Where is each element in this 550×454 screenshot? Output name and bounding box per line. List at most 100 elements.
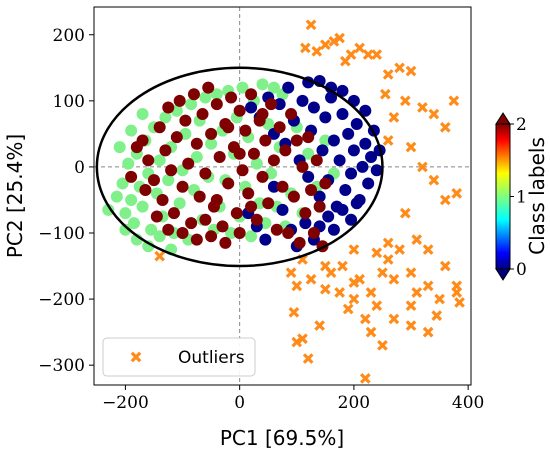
outlier-point [422,244,434,255]
colorbar-extend-bottom [495,268,511,281]
outlier-point [388,112,400,123]
outlier-point [439,260,451,272]
data-point-class-1 [122,157,135,170]
data-point-class-2 [233,104,246,117]
outlier-point [354,273,365,285]
plot-frame [93,6,472,386]
data-point-class-1 [142,240,155,253]
data-point-class-2 [245,88,258,101]
data-point-class-2 [153,121,166,134]
data-point-class-1 [125,124,138,137]
data-point-class-0 [322,210,335,223]
data-point-class-2 [233,227,246,240]
y-tick-label: 100 [53,92,85,112]
data-point-class-2 [173,94,186,107]
outlier-point [320,39,331,50]
data-point-class-1 [245,230,258,243]
legend: Outliers [102,337,256,377]
data-point-class-2 [196,108,209,121]
data-point-class-0 [365,151,378,164]
outlier-point [297,333,308,345]
x-axis-title: PC1 [69.5%] [220,426,344,450]
data-point-class-2 [167,207,180,220]
data-point-class-1 [110,190,123,203]
data-point-class-2 [296,160,309,173]
y-tick-label: −200 [38,290,85,310]
data-point-class-2 [159,144,172,157]
outlier-point [394,244,405,255]
x-tick-label: 400 [452,393,484,413]
outlier-point [411,234,423,245]
data-point-class-2 [285,108,298,121]
data-point-class-0 [362,177,375,190]
colorbar-gradient [495,123,511,270]
data-point-class-0 [245,101,258,114]
data-point-class-1 [153,154,166,167]
data-point-class-2 [265,98,278,111]
outlier-point [300,42,311,54]
data-point-class-1 [116,177,129,190]
legend-box [102,337,256,377]
outlier-point [411,287,423,298]
data-point-class-2 [230,207,243,220]
data-point-class-2 [147,174,160,187]
data-point-class-2 [256,170,269,183]
outlier-point [428,108,440,120]
data-point-class-2 [210,98,223,111]
data-point-class-1 [199,91,212,104]
data-point-class-1 [159,111,172,124]
outlier-point [371,247,383,259]
data-point-class-1 [145,223,158,236]
data-point-class-1 [250,157,263,170]
legend-outlier-x-icon [130,351,142,363]
data-point-class-0 [345,167,358,180]
data-point-class-1 [136,108,149,121]
outlier-point [365,326,377,338]
outlier-point [325,267,337,278]
y-axis-title: PC2 [25.4%] [3,134,27,258]
data-point-class-2 [139,184,152,197]
outlier-point [348,293,360,305]
outlier-point [382,237,394,249]
data-point-class-0 [347,144,360,157]
outlier-point [422,326,434,338]
outlier-point [388,273,400,285]
outlier-point [399,95,411,107]
data-point-class-1 [319,134,332,147]
data-point-class-2 [216,220,229,233]
outlier-point [314,320,325,331]
data-point-class-0 [350,117,363,130]
data-point-class-0 [333,154,346,167]
colorbar-ticks: 0 1 2 [510,115,527,280]
data-point-class-2 [202,81,215,94]
outlier-point [451,188,463,199]
outlier-point [405,320,417,331]
data-point-class-2 [239,124,252,137]
outlier-point [371,300,383,312]
data-point-class-2 [162,223,175,236]
data-point-class-2 [205,127,218,140]
data-point-class-2 [213,151,226,164]
outlier-point [354,42,365,54]
outlier-point [439,194,451,206]
data-point-class-0 [339,184,352,197]
outlier-point [451,280,463,292]
data-point-class-1 [173,197,186,210]
data-point-class-1 [267,81,280,94]
data-point-class-0 [327,134,340,147]
data-point-class-1 [162,174,175,187]
outlier-point [291,280,303,292]
data-point-class-0 [267,180,280,193]
outlier-point [359,373,371,384]
data-point-class-2 [262,197,275,210]
outlier-point [379,88,391,100]
x-tick-label: −200 [102,393,149,413]
outlier-point [154,250,166,262]
outlier-point [291,336,303,348]
y-tick-label: 200 [53,26,85,46]
data-point-class-2 [293,236,306,249]
data-point-class-0 [356,160,369,173]
data-point-class-2 [282,227,295,240]
data-point-class-2 [187,88,200,101]
data-point-class-0 [313,190,326,203]
